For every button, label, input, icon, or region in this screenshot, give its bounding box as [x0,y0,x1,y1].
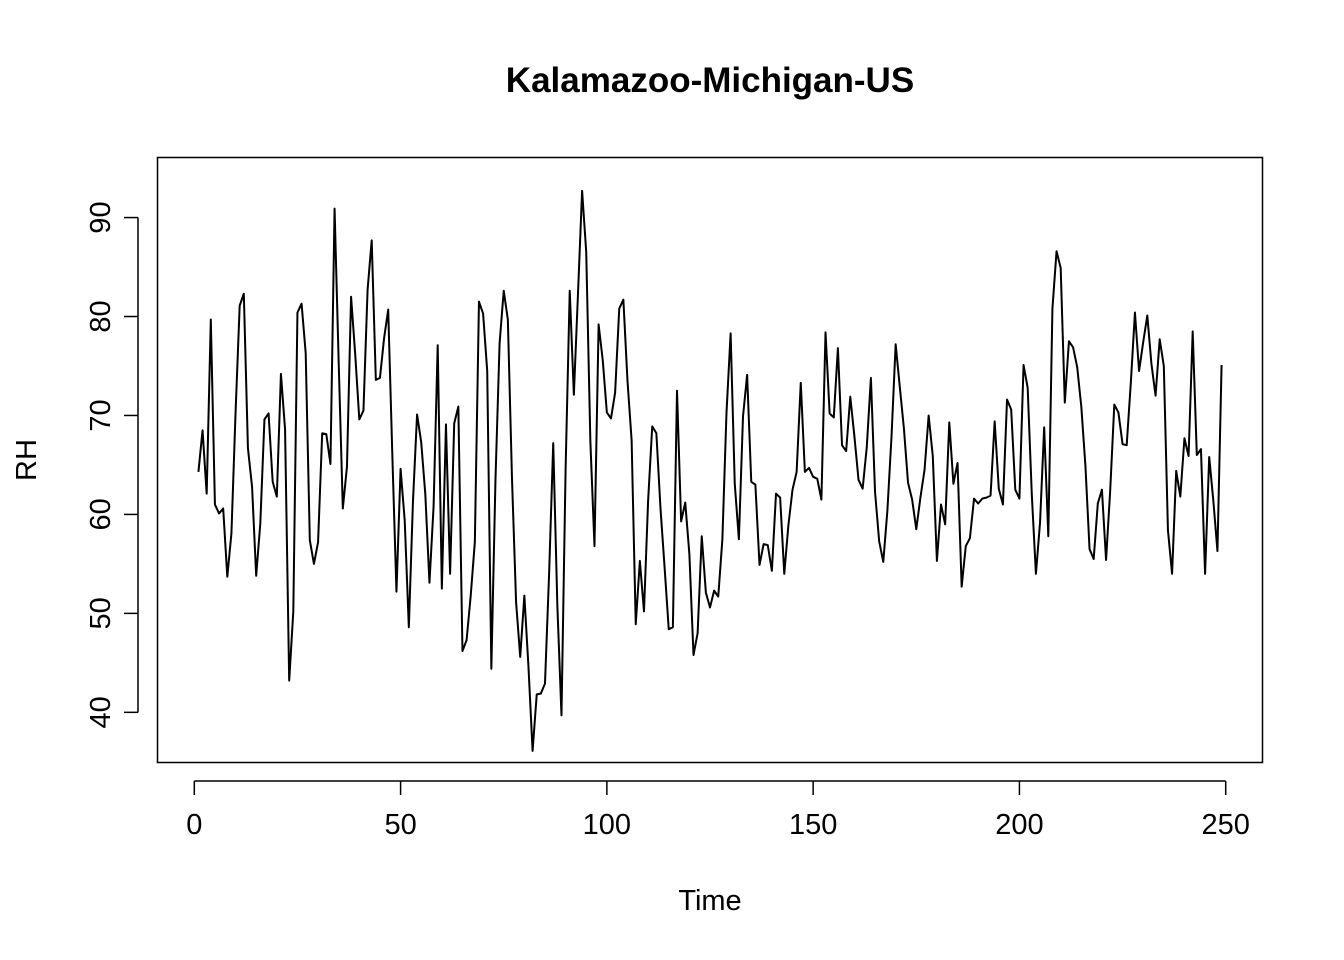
y-tick-label: 80 [85,300,117,332]
x-axis-label: Time [678,885,741,917]
y-axis: 40 50 60 70 80 90 [85,201,139,728]
x-tick-label: 50 [384,809,416,841]
x-tick-label: 100 [583,809,631,841]
y-axis-label: RH [11,439,43,481]
y-tick-label: 60 [85,498,117,530]
y-tick-label: 90 [85,201,117,233]
x-tick-label: 150 [789,809,837,841]
x-tick-label: 200 [995,809,1043,841]
plot-frame [156,156,1264,764]
x-tick-label: 250 [1202,809,1250,841]
x-tick-label: 0 [186,809,202,841]
series-layer [197,189,1223,752]
x-axis: 0 50 100 150 200 250 [186,780,1250,841]
y-tick-label: 50 [85,597,117,629]
y-tick-label: 40 [85,696,117,728]
y-tick-label: 70 [85,399,117,431]
series-line [197,189,1223,752]
chart-title: Kalamazoo-Michigan-US [506,61,914,100]
